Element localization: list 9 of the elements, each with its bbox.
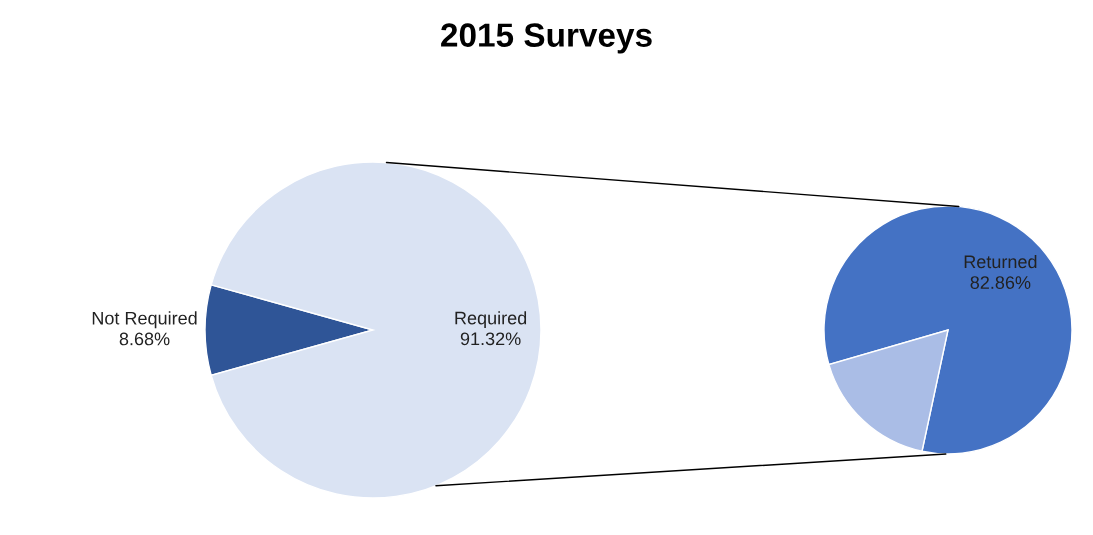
pie-slice xyxy=(828,329,949,452)
slice-label: Not Required xyxy=(92,311,197,329)
data-label: 8.68% xyxy=(119,332,170,346)
chart-title: 2015 Surveys xyxy=(441,23,652,54)
slice-label: Required xyxy=(455,311,527,328)
data-label: 82.86% xyxy=(970,276,1031,289)
pie-slice xyxy=(823,205,1073,455)
data-label: 91.32% xyxy=(460,332,521,346)
slice-label: Returned xyxy=(964,254,1037,269)
